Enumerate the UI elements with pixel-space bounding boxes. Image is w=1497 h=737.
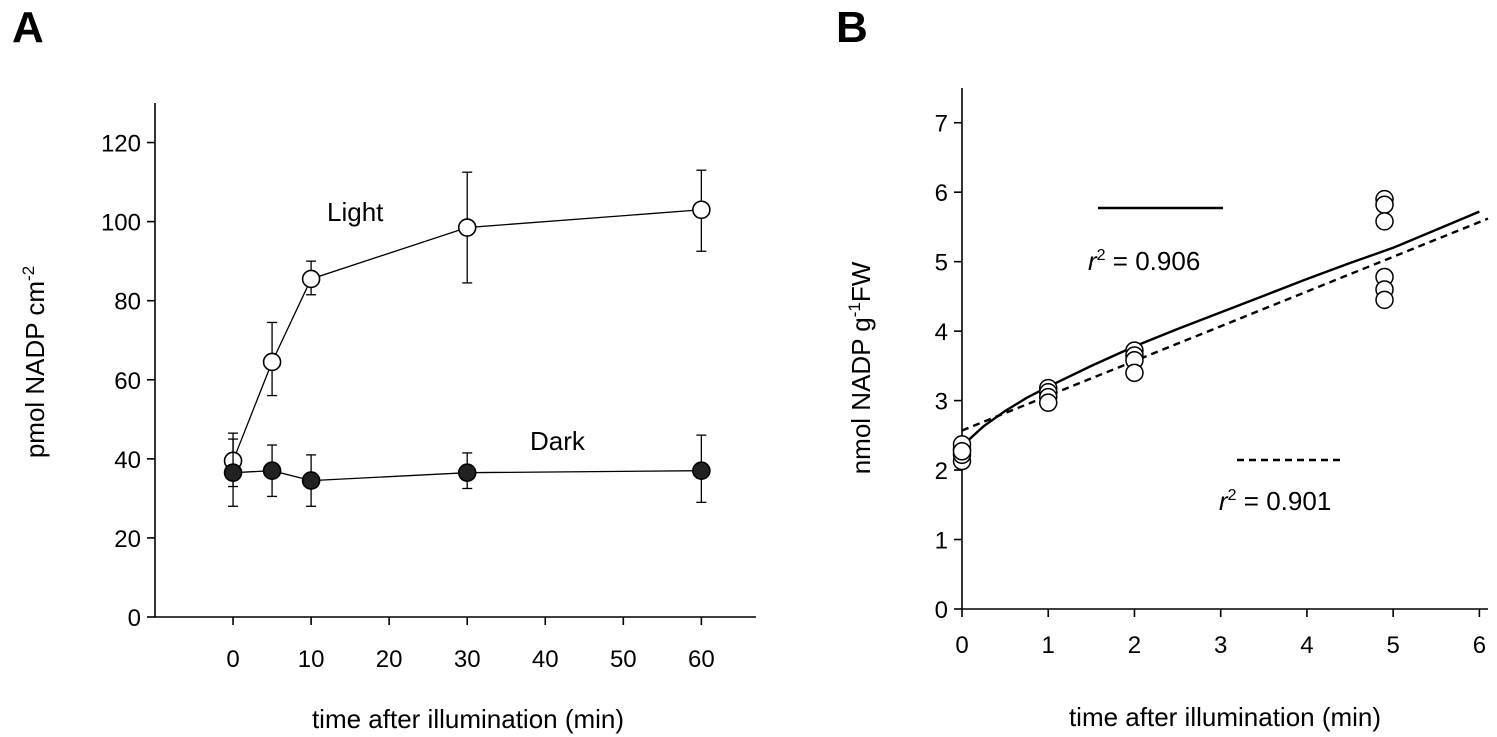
panel-a-y-ticks: 0 20 40 60 80 100 120 — [101, 131, 155, 632]
data-point-light — [301, 269, 321, 289]
y-tick-label: 3 — [935, 389, 948, 416]
data-point — [1375, 195, 1394, 214]
panel-b-y-label-main: nmol NADP g — [846, 317, 876, 474]
panel-a-y-label-main: pmol NADP cm — [20, 281, 50, 458]
panel-a-letter: A — [12, 3, 44, 52]
panel-b-y-label-tail: FW — [846, 261, 876, 302]
y-tick-label: 7 — [935, 111, 948, 138]
x-tick-label: 30 — [454, 646, 481, 673]
data-point — [1038, 393, 1058, 412]
legend-dashed-r2: r2 = 0.901 — [1219, 486, 1331, 516]
panel-b-y-axis-label: nmol NADP g-1FW — [845, 261, 876, 474]
data-point-dark — [223, 463, 243, 482]
y-tick-label: 120 — [101, 131, 141, 158]
y-tick-label: 5 — [935, 250, 948, 277]
series-label-dark: Dark — [530, 426, 586, 456]
panel-a-x-ticks: 0 10 20 30 40 50 60 — [226, 617, 715, 673]
fit-line-solid — [961, 210, 1480, 450]
data-point-light — [262, 352, 282, 372]
x-tick-label: 40 — [532, 646, 559, 673]
x-tick-label: 0 — [226, 646, 239, 673]
data-point-light — [457, 218, 477, 237]
data-point-light — [692, 200, 711, 220]
panel-b-y-ticks: 0 1 2 3 4 5 6 7 — [935, 111, 962, 624]
x-tick-label: 0 — [955, 632, 968, 659]
panel-b-y-label-sup: -1 — [845, 302, 864, 317]
panel-a-x-axis-label: time after illumination (min) — [312, 704, 624, 734]
panel-a-y-axis-label: pmol NADP cm-2 — [19, 266, 50, 458]
panel-b-fit-lines — [961, 210, 1489, 450]
y-tick-label: 40 — [114, 447, 141, 474]
legend-solid-r2: r2 = 0.906 — [1088, 246, 1200, 276]
x-tick-label: 20 — [376, 646, 403, 673]
y-tick-label: 100 — [101, 210, 141, 237]
x-tick-label: 50 — [610, 646, 637, 673]
y-tick-label: 4 — [935, 319, 948, 346]
panel-a-series — [223, 169, 711, 507]
fit-line-dashed — [961, 217, 1489, 432]
y-tick-label: 1 — [935, 528, 948, 555]
x-tick-label: 3 — [1214, 632, 1227, 659]
y-tick-label: 20 — [114, 526, 141, 553]
x-tick-label: 5 — [1386, 632, 1399, 659]
panel-b-letter: B — [836, 3, 868, 52]
data-point-dark — [457, 463, 477, 482]
x-tick-label: 10 — [298, 646, 325, 673]
panel-b: B 0 1 2 3 4 5 6 7 0 1 2 3 4 5 6 r2 = 0.906 r2 = 0.901… — [836, 3, 1489, 732]
x-tick-label: 1 — [1042, 632, 1055, 659]
y-tick-label: 80 — [114, 289, 141, 316]
panel-b-x-ticks: 0 1 2 3 4 5 6 — [955, 609, 1486, 659]
y-tick-label: 60 — [114, 368, 141, 395]
y-tick-label: 0 — [935, 597, 948, 624]
series-label-light: Light — [327, 197, 384, 227]
panel-a-y-label-sup: -2 — [19, 266, 38, 281]
panel-b-points — [952, 189, 1394, 471]
data-point — [1375, 290, 1394, 310]
data-point — [1125, 363, 1144, 383]
x-tick-label: 60 — [688, 646, 715, 673]
data-point — [952, 442, 972, 461]
y-tick-label: 0 — [128, 605, 141, 632]
data-point-dark — [262, 461, 282, 481]
data-point-dark — [692, 461, 711, 481]
data-point-dark — [301, 471, 321, 490]
y-tick-label: 2 — [935, 458, 948, 485]
y-tick-label: 6 — [935, 180, 948, 207]
x-tick-label: 4 — [1300, 632, 1313, 659]
x-tick-label: 2 — [1128, 632, 1141, 659]
data-point — [1375, 212, 1394, 231]
legend-solid-r2-value: = 0.906 — [1106, 246, 1201, 276]
x-tick-label: 6 — [1473, 632, 1486, 659]
panel-b-x-axis-label: time after illumination (min) — [1069, 702, 1381, 732]
legend-dashed-r2-value: = 0.901 — [1237, 486, 1332, 516]
panel-a: A 0 20 40 60 80 100 120 0 10 20 30 40 50 60 Light Da… — [12, 3, 756, 734]
